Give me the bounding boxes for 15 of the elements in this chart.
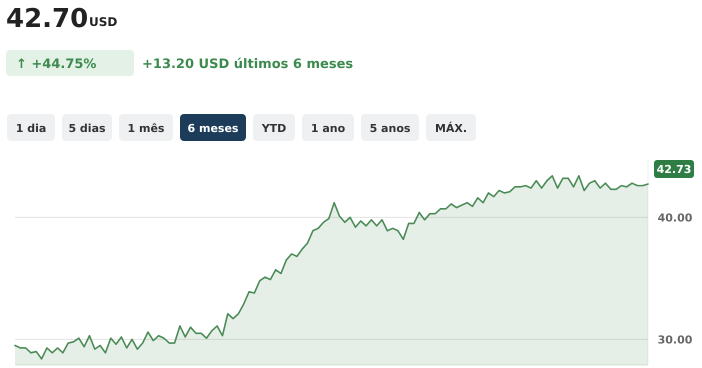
y-tick-label: 40.00: [658, 211, 693, 224]
y-tick-label: 30.00: [658, 333, 693, 346]
text: USD: [89, 15, 118, 29]
data-label: 42.73: [656, 163, 692, 176]
text: 5 dias: [68, 122, 106, 135]
text: 6 meses: [188, 122, 239, 135]
text: MÁX.: [434, 121, 468, 135]
chart-title: 42.70: [6, 4, 88, 34]
text: 1 dia: [16, 122, 46, 135]
text: ↑ +44.75%: [16, 57, 96, 72]
text: +13.20 USD últimos 6 meses: [142, 57, 354, 72]
text: 5 anos: [370, 122, 411, 135]
text: YTD: [260, 122, 286, 135]
text: 1 mês: [128, 122, 165, 135]
text: 1 ano: [310, 122, 346, 135]
